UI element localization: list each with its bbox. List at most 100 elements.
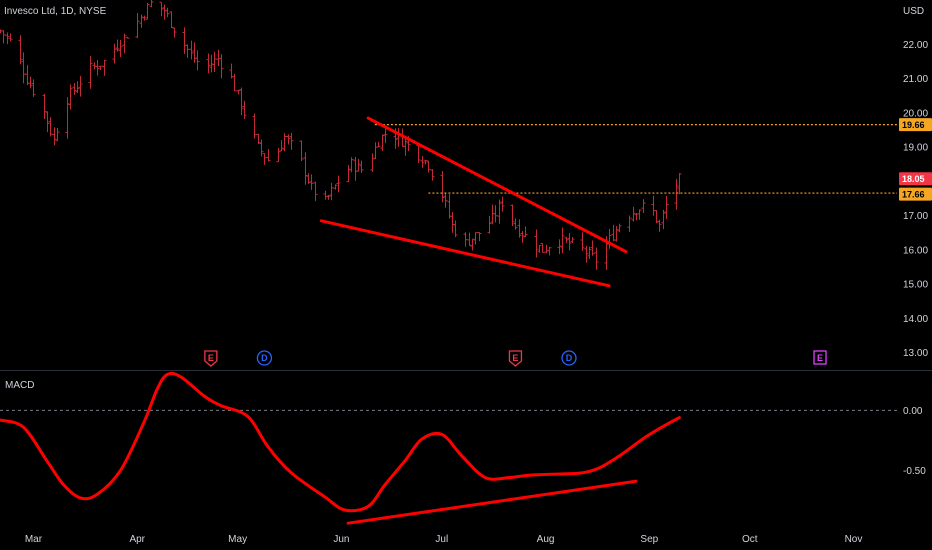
ohlc-bar — [497, 199, 502, 224]
ohlc-bar — [162, 4, 167, 20]
ohlc-bar — [376, 141, 381, 148]
earnings-marker[interactable]: E — [204, 350, 218, 367]
ohlc-bar — [122, 33, 127, 54]
ohlc-bar — [185, 44, 190, 58]
ohlc-bar — [517, 219, 522, 238]
ohlc-bar — [403, 138, 408, 156]
ohlc-bar — [289, 132, 294, 150]
ohlc-bar — [326, 194, 331, 200]
ohlc-bar — [28, 76, 33, 89]
ohlc-bar — [195, 50, 200, 71]
dividend-icon — [256, 350, 273, 366]
ohlc-bar — [172, 27, 177, 38]
ohlc-bar — [416, 144, 421, 163]
ohlc-bar — [21, 52, 26, 84]
time-tick-label: Oct — [742, 534, 758, 545]
ohlc-bar — [159, 1, 164, 17]
ohlc-bar — [587, 246, 592, 259]
ohlc-bar — [333, 184, 338, 190]
ohlc-bar — [677, 173, 682, 195]
ohlc-bar — [537, 244, 542, 253]
ohlc-bar — [359, 160, 364, 173]
ohlc-bar — [611, 224, 616, 242]
earnings-icon — [508, 350, 523, 367]
currency-label: USD — [903, 6, 925, 17]
dividend-marker[interactable]: D — [561, 350, 577, 366]
ohlc-bar — [346, 164, 351, 183]
ohlc-bar — [165, 7, 170, 18]
ohlc-bar — [209, 54, 214, 73]
ohlc-bar — [259, 139, 264, 157]
ohlc-bar — [149, 0, 154, 8]
ohlc-bar — [349, 157, 354, 173]
ohlc-bar — [580, 232, 585, 252]
ohlc-bar — [664, 195, 669, 219]
dividend-marker[interactable]: D — [256, 350, 273, 366]
ohlc-bar — [52, 127, 57, 146]
ohlc-bar — [430, 169, 435, 181]
last-price-tag: 18.05 — [902, 174, 925, 184]
ohlc-bar — [303, 152, 308, 185]
price-tick-label: 13.00 — [903, 348, 928, 359]
ohlc-bar — [661, 209, 666, 230]
ohlc-bar — [370, 153, 375, 172]
price-tick-label: 20.00 — [903, 108, 928, 119]
price-tick-label: 22.00 — [903, 40, 928, 51]
ohlc-bar — [654, 210, 659, 224]
ohlc-bar — [614, 226, 619, 242]
ohlc-bar — [336, 175, 341, 193]
ohlc-bar — [88, 56, 93, 89]
ohlc-bar — [242, 100, 247, 120]
time-tick-label: Nov — [845, 534, 863, 545]
event-letter: D — [566, 353, 573, 363]
earnings-marker[interactable]: E — [508, 350, 523, 367]
time-tick-label: Mar — [25, 534, 43, 545]
time-tick-label: Sep — [640, 534, 658, 545]
ohlc-bar — [206, 53, 211, 74]
ohlc-bar — [169, 11, 174, 28]
upper-trendline[interactable] — [366, 116, 628, 254]
ohlc-bar — [145, 2, 150, 20]
support-price-tag-bg — [899, 187, 932, 201]
ohlc-bar — [236, 89, 241, 95]
ohlc-bar — [463, 232, 468, 247]
earnings_future-marker[interactable]: E — [813, 350, 827, 365]
event-letter: E — [208, 353, 214, 363]
ohlc-bar — [282, 133, 287, 152]
ohlc-bar — [31, 79, 36, 97]
ohlc-bar — [5, 32, 10, 45]
ohlc-bar — [125, 36, 130, 39]
ohlc-bar — [266, 148, 271, 162]
time-tick-label: Jun — [333, 534, 349, 545]
ohlc-bar — [487, 216, 492, 234]
earnings-icon — [204, 350, 218, 367]
ohlc-bar — [18, 35, 23, 65]
ohlc-bar — [212, 51, 217, 72]
ohlc-bar — [65, 97, 70, 139]
macd-tick-label: -0.50 — [903, 466, 926, 477]
ohlc-bar — [510, 204, 515, 227]
ohlc-bar — [513, 218, 518, 230]
support-price-tag: 17.66 — [902, 190, 925, 200]
ohlc-bar — [192, 42, 197, 63]
ohlc-bar — [674, 179, 679, 210]
price-tick-label: 15.00 — [903, 280, 928, 291]
ohlc-bar — [112, 43, 117, 64]
ohlc-bar — [453, 220, 458, 238]
ohlc-bar — [118, 40, 123, 58]
ohlc-bar — [252, 113, 257, 139]
ohlc-bar — [544, 244, 549, 254]
ohlc-bar — [8, 33, 13, 42]
ohlc-bar — [584, 245, 589, 263]
ohlc-bar — [557, 239, 562, 255]
ohlc-bar — [309, 174, 314, 191]
lower-trendline[interactable] — [319, 219, 611, 288]
resistance-price-tag: 19.66 — [902, 120, 925, 130]
macd-trendline[interactable] — [346, 479, 638, 525]
ohlc-bar — [443, 193, 448, 208]
ohlc-bar — [440, 170, 445, 203]
ohlc-bar — [1, 30, 6, 44]
ohlc-bar — [256, 133, 261, 145]
ohlc-bar — [520, 231, 525, 243]
